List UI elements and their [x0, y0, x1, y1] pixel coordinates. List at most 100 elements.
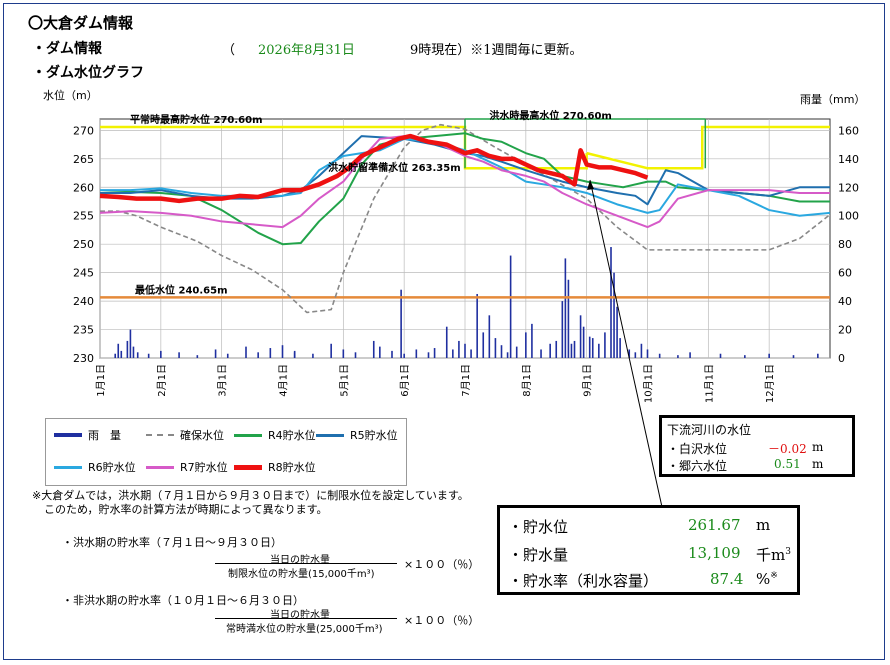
- rain-bar: [658, 353, 661, 358]
- series-line-r8: [99, 133, 649, 204]
- rain-bar: [610, 247, 612, 358]
- rain-bar: [117, 343, 120, 358]
- shirasawa-unit: m: [812, 440, 824, 454]
- rain-bar: [400, 289, 402, 358]
- graph-label: ・ダム水位グラフ: [32, 65, 144, 81]
- rain-bar: [488, 315, 491, 358]
- storage-info-box: ・貯水位 261.67 m ・貯水量 13,109 千m3 ・貯水率（利水容量）…: [497, 505, 800, 595]
- rain-bar: [178, 352, 180, 358]
- dam-water-level-chart: 水位（m） 雨量（mm） 230 235 240 245 250 255 260 265 270…: [43, 88, 865, 403]
- flood-fraction-bar: [215, 563, 397, 564]
- rain-bar: [591, 338, 594, 358]
- goroku-label: ・郷六水位: [667, 459, 728, 473]
- x-tick-label: 3月1日: [217, 364, 229, 397]
- rain-bar: [555, 340, 558, 358]
- annotation-flood-reserve: 洪水貯留準備水位 263.35m: [328, 161, 461, 174]
- rain-bar: [646, 349, 649, 358]
- rain-bar: [458, 340, 460, 358]
- rain-bar: [196, 355, 199, 358]
- flood-period-line: [586, 125, 830, 170]
- update-time-note: 9時現在）※1週間毎に更新。: [410, 43, 583, 58]
- rain-bar: [293, 352, 296, 358]
- rain-bar: [744, 355, 746, 358]
- rain-bar: [640, 343, 643, 358]
- rain-bar: [482, 332, 485, 358]
- rain-bar: [506, 352, 509, 358]
- y-tick-label: 270: [73, 124, 94, 137]
- y-tick-label: 235: [73, 324, 94, 337]
- storage-level-label: ・貯水位: [508, 518, 569, 536]
- rain-bar: [415, 349, 418, 358]
- chart-legend: 雨 量 確保水位 R4貯水位 R5貯水位 R6貯水位 R7貯水位 R8貯水位: [45, 418, 407, 486]
- rain-bar: [494, 338, 497, 358]
- goroku-value: 0.51: [774, 457, 801, 471]
- y2-tick-label: 100: [838, 210, 859, 223]
- rain-bar: [147, 353, 150, 358]
- y2-tick-label: 40: [838, 295, 852, 308]
- legend-r4: R4貯水位: [234, 427, 316, 443]
- shirasawa-value: －0.02: [768, 442, 807, 456]
- rain-bar: [619, 338, 621, 358]
- y2-tick-label: 160: [838, 124, 859, 137]
- y2-tick-label: 120: [838, 181, 859, 194]
- rain-bar: [564, 258, 567, 358]
- rain-bar: [515, 346, 518, 358]
- nonflood-rate-denominator: 常時満水位の貯水量(25,000千m³): [226, 624, 383, 635]
- rain-bar: [525, 332, 527, 358]
- rain-bar: [433, 348, 436, 358]
- nonflood-rate-title: ・非洪水期の貯水率（１０月１日～６月３０日）: [62, 594, 304, 607]
- x-tick-label: 9月1日: [582, 364, 594, 397]
- goroku-unit: m: [812, 457, 824, 471]
- y2-tick-label: 60: [838, 267, 852, 280]
- flood-rate-title: ・洪水期の貯水率（７月１日～９月３０日）: [62, 536, 282, 549]
- rain-bar: [129, 329, 132, 358]
- rain-bar: [500, 345, 503, 358]
- rain-bar: [677, 355, 679, 358]
- rain-bar: [509, 255, 512, 358]
- x-tick-label: 12月1日: [764, 364, 776, 403]
- rain-bar: [342, 349, 345, 358]
- rain-bar: [136, 352, 139, 358]
- rain-bar: [531, 323, 533, 358]
- annotation-flood-max: 洪水時最高水位 270.60m: [489, 109, 612, 122]
- rain-bar: [257, 352, 259, 358]
- storage-volume-value: 13,109: [688, 544, 741, 562]
- nonflood-fraction-bar: [215, 618, 397, 619]
- y-tick-label: 240: [73, 295, 94, 308]
- rain-bar: [689, 352, 691, 358]
- flood-rate-numerator: 当日の貯水量: [270, 555, 330, 566]
- series-line-secure: [100, 123, 831, 314]
- rain-bar: [464, 343, 466, 358]
- rain-bar: [372, 340, 375, 358]
- legend-r5: R5貯水位: [316, 427, 398, 443]
- y-tick-label: 255: [73, 210, 94, 223]
- y-axis-label: 水位（m）: [43, 88, 98, 102]
- legend-rain: 雨 量: [54, 427, 121, 443]
- x-tick-label: 5月1日: [338, 364, 350, 397]
- shirasawa-label: ・白沢水位: [667, 442, 728, 456]
- rain-bar: [226, 353, 229, 358]
- rain-bar: [573, 340, 576, 358]
- dam-info-label: ・ダム情報: [32, 41, 102, 57]
- x-tick-label: 6月1日: [399, 364, 411, 397]
- rain-bar: [132, 346, 135, 358]
- y-tick-label: 260: [73, 181, 94, 194]
- storage-rate-label: ・貯水率（利水容量）: [508, 572, 659, 590]
- series-line-r4: [99, 132, 830, 246]
- legend-r8: R8貯水位: [234, 459, 316, 475]
- x-tick-label: 4月1日: [278, 364, 290, 397]
- rain-bar: [379, 346, 381, 358]
- rain-bar: [214, 349, 217, 358]
- rain-bar: [445, 326, 448, 358]
- y-tick-label: 230: [73, 352, 94, 365]
- rain-bar: [330, 343, 332, 358]
- rain-bar: [391, 350, 393, 358]
- rain-bar: [561, 301, 564, 358]
- rain-bar: [312, 353, 314, 358]
- y2-axis-label: 雨量（mm）: [800, 93, 865, 106]
- legend-secure: 確保水位: [146, 427, 224, 443]
- storage-volume-unit: 千m3: [756, 546, 791, 564]
- storage-level-unit: m: [756, 516, 771, 534]
- annotation-normal-max: 平常時最高貯水位 270.60m: [130, 113, 263, 126]
- series-line-r7: [99, 135, 830, 229]
